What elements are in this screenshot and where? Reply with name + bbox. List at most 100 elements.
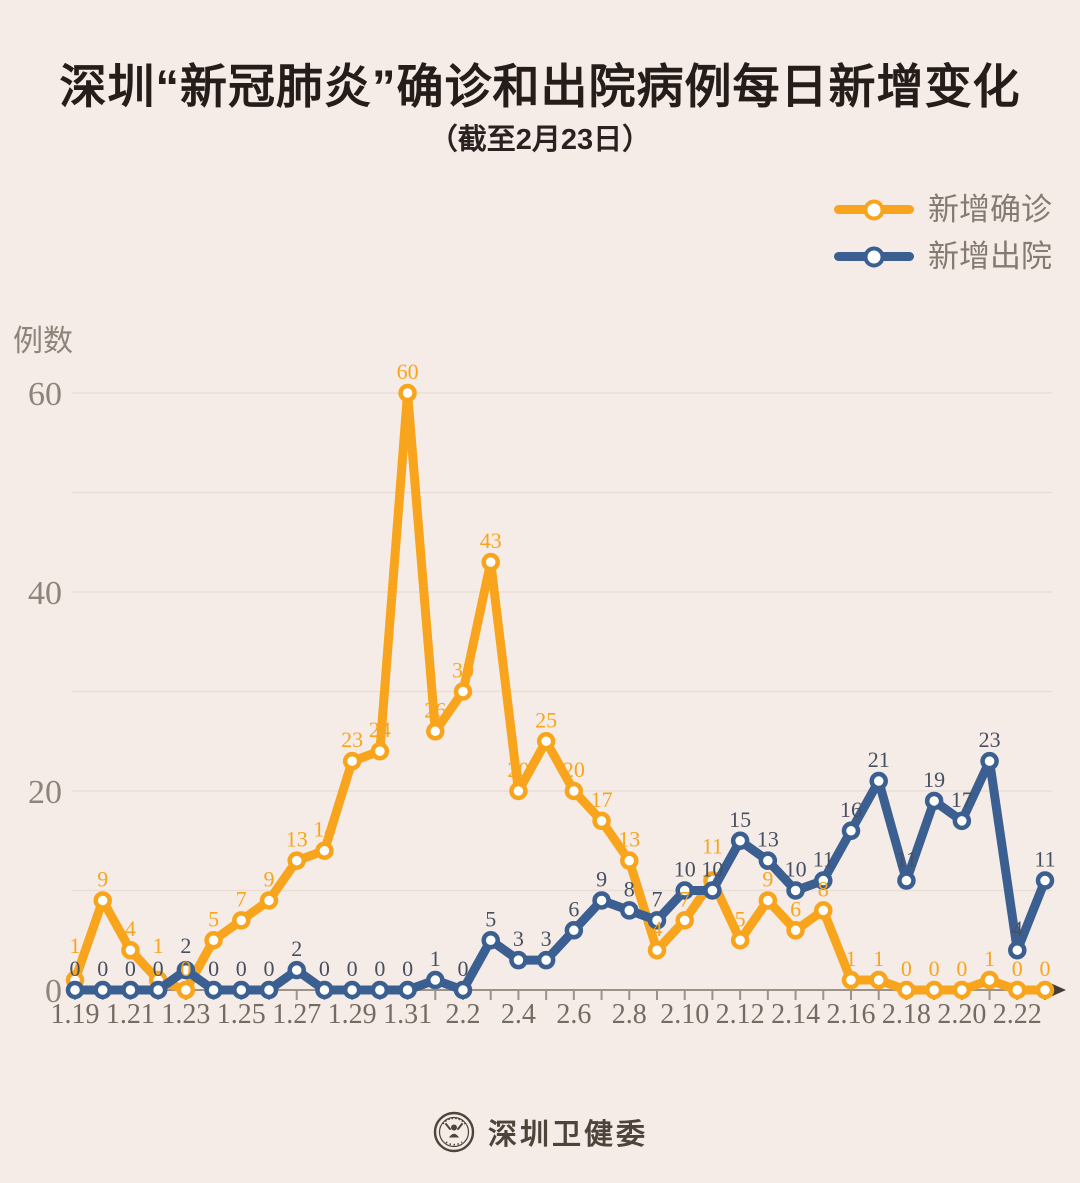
x-axis-tick-label: 2.16 xyxy=(827,999,876,1030)
data-label-confirmed: 1 xyxy=(984,946,995,971)
x-axis-tick-label: 1.27 xyxy=(272,999,321,1030)
data-point-marker xyxy=(398,383,417,403)
data-label-discharged: 5 xyxy=(485,906,496,931)
data-label-discharged: 0 xyxy=(125,956,136,981)
legend-item-confirmed: 新增确诊 xyxy=(834,194,1052,225)
data-point-marker xyxy=(564,921,584,940)
data-label-discharged: 9 xyxy=(596,866,607,891)
data-point-marker xyxy=(675,911,694,930)
data-label-confirmed: 0 xyxy=(956,956,967,981)
data-label-discharged: 2 xyxy=(180,933,191,958)
data-label-discharged: 6 xyxy=(568,896,579,921)
data-point-marker xyxy=(370,980,390,1000)
data-label-discharged: 17 xyxy=(951,787,973,812)
data-point-marker xyxy=(204,931,223,950)
data-label-discharged: 16 xyxy=(840,797,862,822)
data-point-marker xyxy=(259,891,279,910)
x-axis-tick-label: 1.25 xyxy=(217,999,266,1030)
x-axis-tick-label: 2.22 xyxy=(993,999,1042,1030)
legend-item-discharged: 新增出院 xyxy=(834,241,1052,272)
data-point-marker xyxy=(536,732,556,751)
data-point-marker xyxy=(287,851,306,870)
data-point-marker xyxy=(952,980,972,1000)
data-label-confirmed: 24 xyxy=(369,717,391,742)
data-label-discharged: 0 xyxy=(402,956,413,981)
data-point-marker xyxy=(370,741,390,761)
x-axis-tick-label: 1.29 xyxy=(328,999,377,1030)
data-label-discharged: 0 xyxy=(153,956,164,981)
chart-subtitle: （截至2月23日） xyxy=(428,124,652,156)
x-axis-tick-label: 2.18 xyxy=(882,999,931,1030)
data-point-marker xyxy=(786,881,805,900)
data-label-confirmed: 9 xyxy=(264,866,275,891)
data-label-discharged: 0 xyxy=(70,956,81,981)
data-label-discharged: 0 xyxy=(347,956,358,981)
data-point-marker xyxy=(841,970,861,990)
data-point-marker xyxy=(315,980,334,1000)
data-point-marker xyxy=(703,881,722,900)
x-axis-tick-label: 2.4 xyxy=(501,999,536,1030)
data-point-marker xyxy=(509,950,528,970)
data-label-discharged: 1 xyxy=(430,946,441,971)
health-commission-logo-icon xyxy=(433,1111,475,1153)
data-point-marker xyxy=(730,931,750,950)
data-point-marker xyxy=(1008,980,1027,1000)
data-label-discharged: 0 xyxy=(458,956,469,981)
data-label-discharged: 11 xyxy=(896,847,917,872)
data-label-confirmed: 9 xyxy=(97,866,108,891)
data-label-discharged: 15 xyxy=(729,807,751,832)
x-axis-tick-label: 2.8 xyxy=(612,999,647,1030)
footer-brand-text: 深圳卫健委 xyxy=(487,1119,648,1151)
data-label-confirmed: 7 xyxy=(679,886,690,911)
y-axis-tick-label: 40 xyxy=(28,575,62,612)
data-label-confirmed: 9 xyxy=(762,866,773,891)
data-point-marker xyxy=(592,891,611,910)
data-point-marker xyxy=(841,821,861,841)
data-label-confirmed: 13 xyxy=(286,827,308,852)
data-point-marker xyxy=(121,980,140,1000)
x-axis-tick-label: 1.31 xyxy=(383,999,432,1030)
data-label-confirmed: 1 xyxy=(846,946,857,971)
data-label-discharged: 0 xyxy=(208,956,219,981)
data-label-discharged: 10 xyxy=(785,857,807,882)
data-label-discharged: 0 xyxy=(97,956,108,981)
data-point-marker xyxy=(93,891,112,910)
data-point-marker xyxy=(287,960,306,980)
data-label-confirmed: 6 xyxy=(790,896,801,921)
legend-label-confirmed: 新增确诊 xyxy=(928,192,1052,227)
data-point-marker xyxy=(980,751,999,771)
data-point-marker xyxy=(647,911,667,930)
data-label-discharged: 11 xyxy=(813,847,834,872)
data-label-confirmed: 5 xyxy=(208,906,219,931)
x-axis-tick-label: 2.12 xyxy=(716,999,765,1030)
data-point-marker xyxy=(814,871,833,890)
data-label-confirmed: 0 xyxy=(1012,956,1023,981)
data-point-marker xyxy=(924,980,944,1000)
data-point-marker xyxy=(536,950,556,970)
x-axis-tick-label: 2.10 xyxy=(660,999,709,1030)
data-point-marker xyxy=(924,791,944,811)
x-axis-tick-label: 2.2 xyxy=(446,999,481,1030)
data-label-confirmed: 26 xyxy=(424,697,446,722)
chart-title: 深圳“新冠肺炎”确诊和出院病例每日新增变化 xyxy=(59,60,1021,113)
data-point-marker xyxy=(758,851,778,870)
data-point-marker xyxy=(1008,940,1027,960)
data-point-marker xyxy=(647,940,667,960)
data-label-confirmed: 17 xyxy=(591,787,613,812)
data-label-discharged: 8 xyxy=(624,876,635,901)
y-axis-tick-label: 0 xyxy=(45,973,62,1010)
data-point-marker xyxy=(65,980,85,1000)
data-label-discharged: 4 xyxy=(1012,916,1023,941)
data-point-marker xyxy=(675,881,694,900)
data-label-confirmed: 1 xyxy=(153,933,164,958)
data-label-discharged: 3 xyxy=(541,926,552,951)
data-point-marker xyxy=(564,781,584,801)
footer: 深圳卫健委 xyxy=(0,1110,1080,1154)
data-point-marker xyxy=(232,911,251,930)
data-point-marker xyxy=(426,722,445,741)
data-label-confirmed: 0 xyxy=(929,956,940,981)
data-label-discharged: 0 xyxy=(236,956,247,981)
data-label-confirmed: 8 xyxy=(818,876,829,901)
data-point-marker xyxy=(342,751,362,771)
